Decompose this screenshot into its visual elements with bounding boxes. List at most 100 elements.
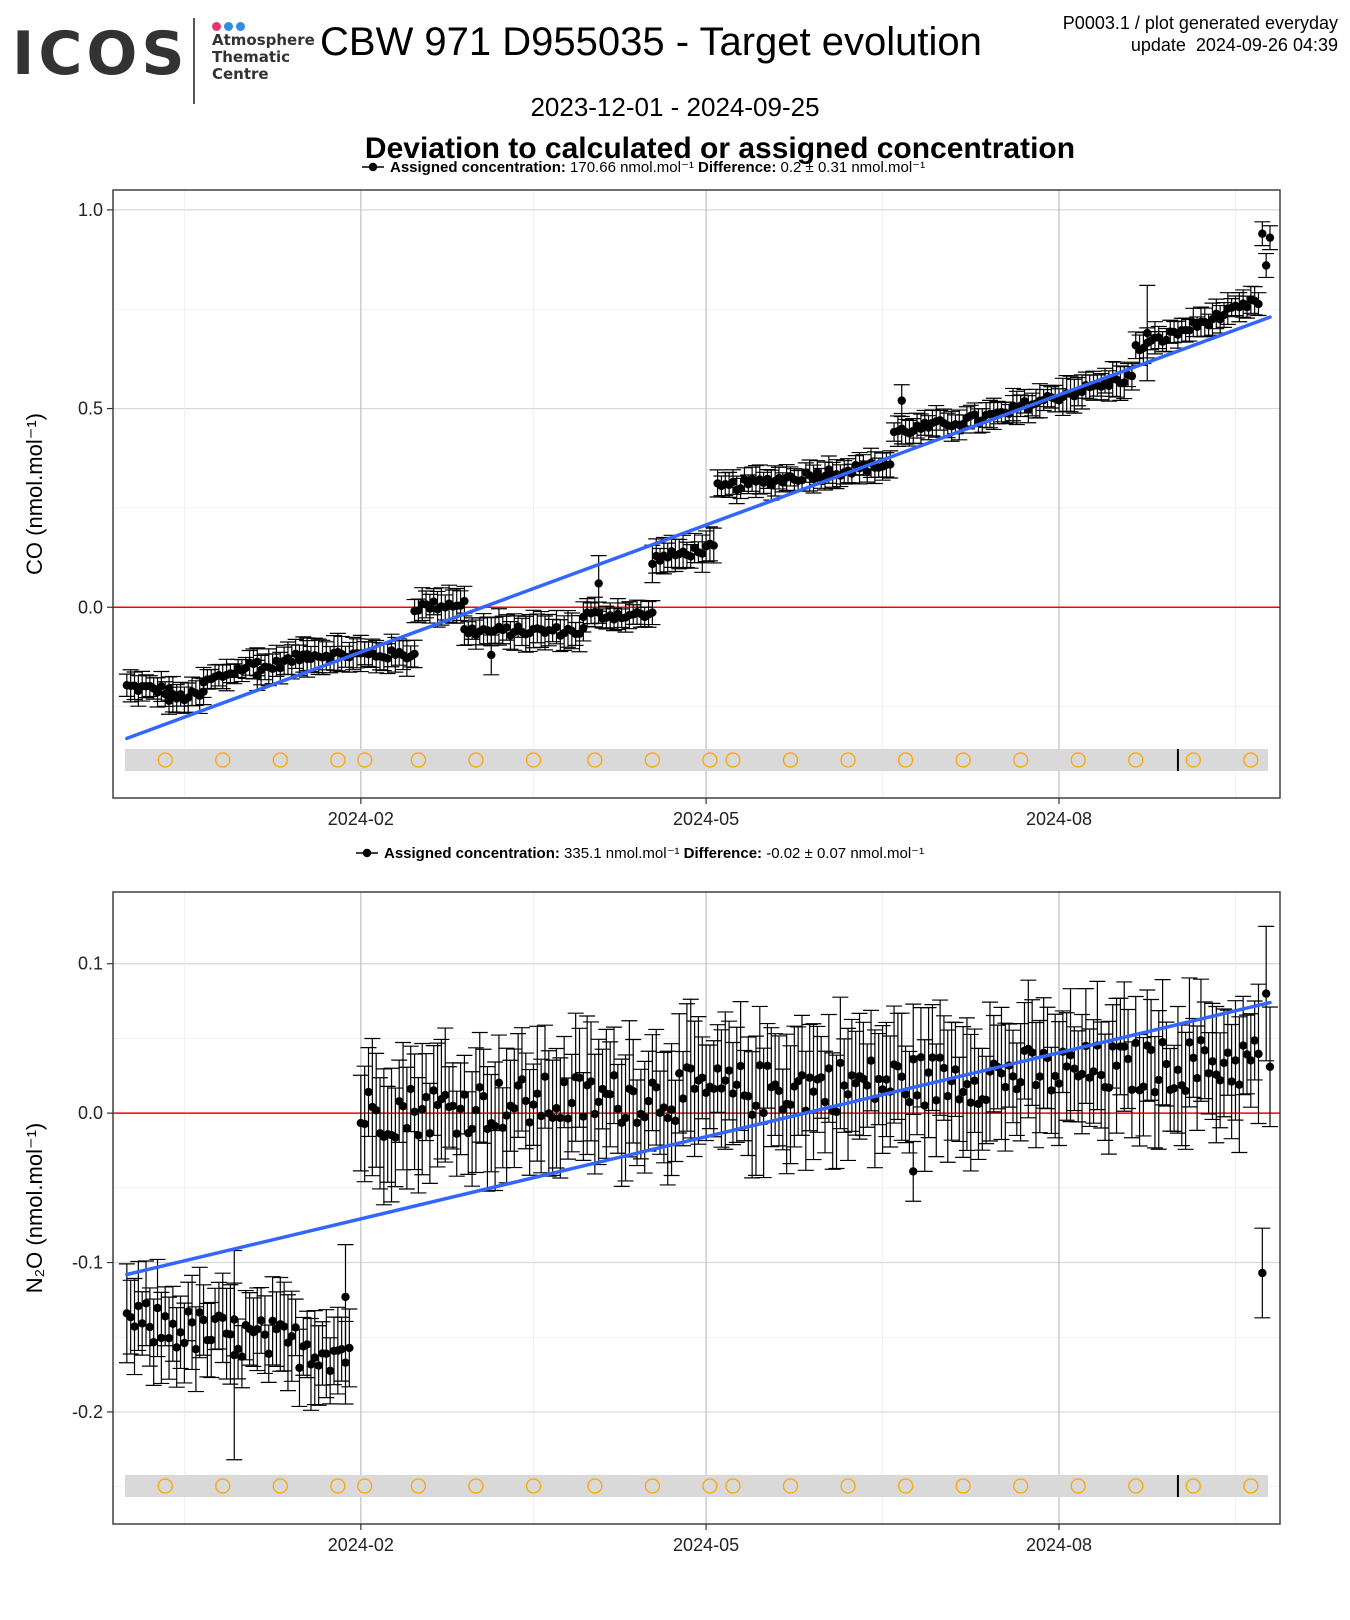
point-marker (322, 1349, 331, 1358)
point-marker (272, 656, 281, 666)
legend: Assigned concentration: 335.1 nmol.mol⁻¹… (356, 845, 924, 862)
data-point (563, 1053, 580, 1153)
point-marker (1077, 387, 1087, 397)
point-marker (659, 1103, 669, 1112)
point-marker (1265, 233, 1275, 242)
point-marker (698, 1073, 707, 1083)
point-marker (1097, 1070, 1106, 1080)
point-marker (1070, 1064, 1079, 1073)
point-marker (709, 541, 718, 550)
point-marker (997, 1069, 1006, 1078)
point-marker (1047, 1086, 1056, 1095)
data-point (176, 686, 193, 714)
data-point (655, 1051, 672, 1164)
logo-separator (193, 18, 195, 104)
point-marker (594, 1097, 603, 1107)
point-marker (932, 1096, 941, 1105)
data-point (997, 1022, 1014, 1152)
point-marker (164, 1333, 174, 1343)
point-marker (1185, 1038, 1194, 1047)
point-marker (744, 1092, 753, 1101)
point-marker (713, 1064, 722, 1073)
point-marker (1097, 382, 1106, 391)
point-marker (406, 1084, 415, 1094)
point-marker (529, 1100, 538, 1109)
x-tick-label: 2024-08 (1026, 1535, 1092, 1555)
data-point (172, 1295, 189, 1370)
data-point (299, 1310, 316, 1379)
event-marker (1243, 1478, 1259, 1494)
point-marker (283, 1338, 293, 1347)
point-marker (594, 579, 603, 588)
legend-value: -0.02 ± 0.07 nmol.mol⁻¹ (762, 845, 924, 862)
point-marker (909, 1167, 918, 1176)
point-marker (863, 1081, 872, 1090)
point-marker (882, 1075, 891, 1084)
data-point (1177, 1031, 1194, 1150)
event-marker (410, 1478, 427, 1494)
point-marker (1085, 1073, 1094, 1082)
point-marker (360, 1119, 369, 1129)
data-point (1135, 1036, 1152, 1137)
point-marker (180, 1338, 189, 1348)
point-marker (1192, 1073, 1202, 1083)
data-point (625, 1038, 642, 1144)
point-marker (878, 1085, 887, 1094)
point-marker (1238, 1041, 1248, 1050)
point-marker (1258, 229, 1267, 238)
data-point (1154, 978, 1171, 1106)
point-marker (460, 1090, 469, 1099)
data-point (510, 1033, 527, 1138)
event-marker (725, 752, 741, 768)
logo-subtitle: Atmosphere Thematic Centre (212, 32, 315, 83)
point-marker (1223, 1048, 1233, 1057)
legend-text: Assigned concentration: 335.1 nmol.mol⁻¹… (384, 845, 924, 862)
point-marker (640, 1113, 649, 1122)
data-point (571, 1027, 588, 1128)
data-point (893, 1012, 910, 1141)
point-marker (460, 596, 469, 606)
point-marker (759, 1108, 768, 1118)
data-point (322, 1337, 339, 1405)
data-point (525, 1063, 542, 1146)
data-point (836, 1038, 853, 1133)
event-band (125, 1475, 1268, 1497)
point-marker (157, 1333, 166, 1343)
point-marker (160, 1312, 170, 1321)
point-marker (690, 1084, 699, 1094)
event-marker (215, 752, 231, 768)
point-marker (548, 1113, 557, 1122)
data-point (962, 1033, 979, 1172)
point-marker (981, 1095, 991, 1105)
data-point (590, 1038, 607, 1166)
data-point (153, 1291, 170, 1385)
point-marker (306, 1360, 316, 1369)
data-point (1116, 981, 1133, 1112)
point-marker (1162, 1059, 1171, 1069)
point-marker (717, 1084, 726, 1093)
data-point (406, 1053, 423, 1171)
point-marker (893, 1062, 903, 1071)
point-marker (728, 477, 738, 487)
data-point (993, 1006, 1010, 1141)
data-point (951, 1056, 968, 1143)
data-point (686, 1020, 703, 1158)
data-point (755, 471, 772, 494)
plot-border (112, 189, 1281, 799)
point-marker (552, 1104, 561, 1113)
y-axis-label: N₂O (nmol.mol⁻¹) (22, 1123, 47, 1294)
data-point (184, 1274, 201, 1371)
data-point (586, 1053, 603, 1175)
data-point (302, 1317, 319, 1411)
point-marker (414, 1131, 423, 1140)
data-point (1104, 1004, 1121, 1089)
data-point (1085, 1019, 1102, 1124)
data-point (437, 1027, 454, 1163)
data-point (556, 1035, 573, 1129)
data-point (935, 408, 952, 438)
data-point (893, 384, 910, 418)
data-point (935, 1015, 952, 1121)
data-point (671, 1013, 688, 1134)
point-marker (648, 559, 657, 569)
y-tick-label: 0.0 (78, 1103, 103, 1123)
